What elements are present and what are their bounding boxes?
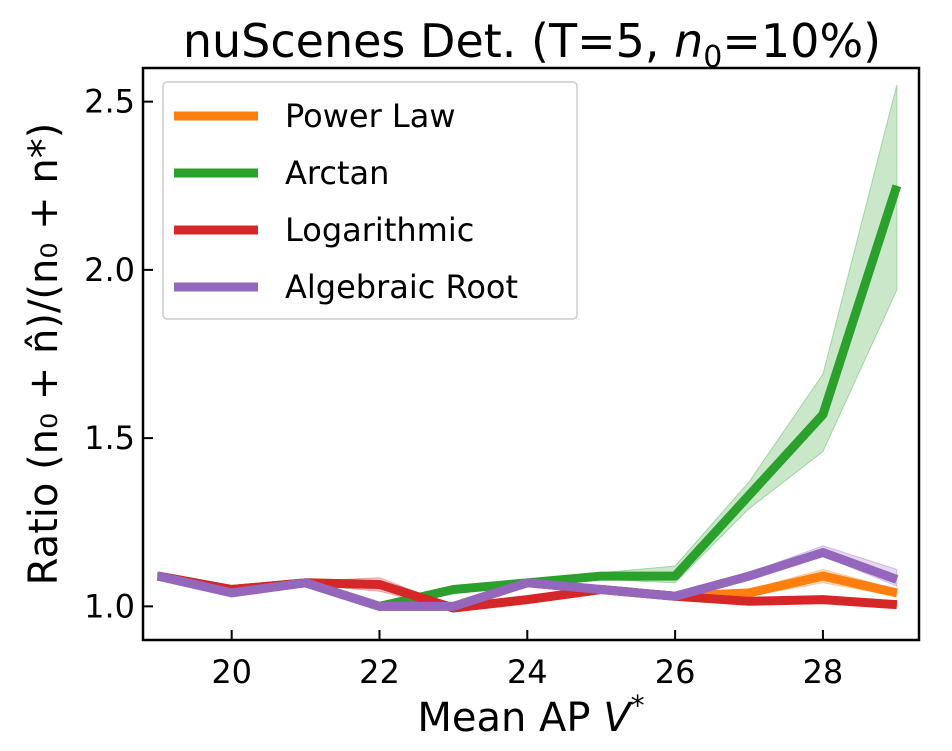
y-tick-label: 1.0 <box>84 587 135 625</box>
y-tick-label: 2.5 <box>84 83 135 121</box>
chart-title-var: n <box>674 14 703 68</box>
series-line-algebraic-root <box>156 548 899 611</box>
y-axis-label: Ratio (n₀ + n̂)/(n₀ + n*) <box>21 123 67 586</box>
x-tick-label: 20 <box>211 653 252 691</box>
chart-title: nuScenes Det. (T=5, n0=10%) <box>183 14 881 75</box>
chart-title-suffix: =10%) <box>722 14 881 68</box>
legend-label-arctan: Arctan <box>285 154 389 192</box>
x-axis-label: Mean AP V* <box>417 689 644 741</box>
chart-title-prefix: nuScenes Det. (T=5, <box>183 14 674 68</box>
x-tick-label: 26 <box>655 653 696 691</box>
x-axis-label-prefix: Mean AP <box>417 695 603 741</box>
x-tick-label: 28 <box>803 653 844 691</box>
x-axis-label-var: V <box>603 695 633 741</box>
x-axis-label-sup: * <box>631 689 645 722</box>
series-lines <box>156 184 902 613</box>
x-tick-label: 22 <box>359 653 400 691</box>
legend-box <box>162 81 578 320</box>
x-tick-label: 24 <box>507 653 548 691</box>
legend: Power Law Arctan Logarithmic Algebraic Root <box>174 97 518 306</box>
legend-label-algebraic-root: Algebraic Root <box>285 268 518 306</box>
legend-label-logarithmic: Logarithmic <box>285 211 474 249</box>
y-tick-label: 1.5 <box>84 419 135 457</box>
plot-frame <box>141 66 921 642</box>
chart-title-sub: 0 <box>703 40 722 75</box>
y-tick-label: 2.0 <box>84 251 135 289</box>
axis-ticks: 20 22 24 26 28 1.0 1.5 2.0 2.5 <box>84 83 843 691</box>
legend-label-power-law: Power Law <box>285 97 456 135</box>
